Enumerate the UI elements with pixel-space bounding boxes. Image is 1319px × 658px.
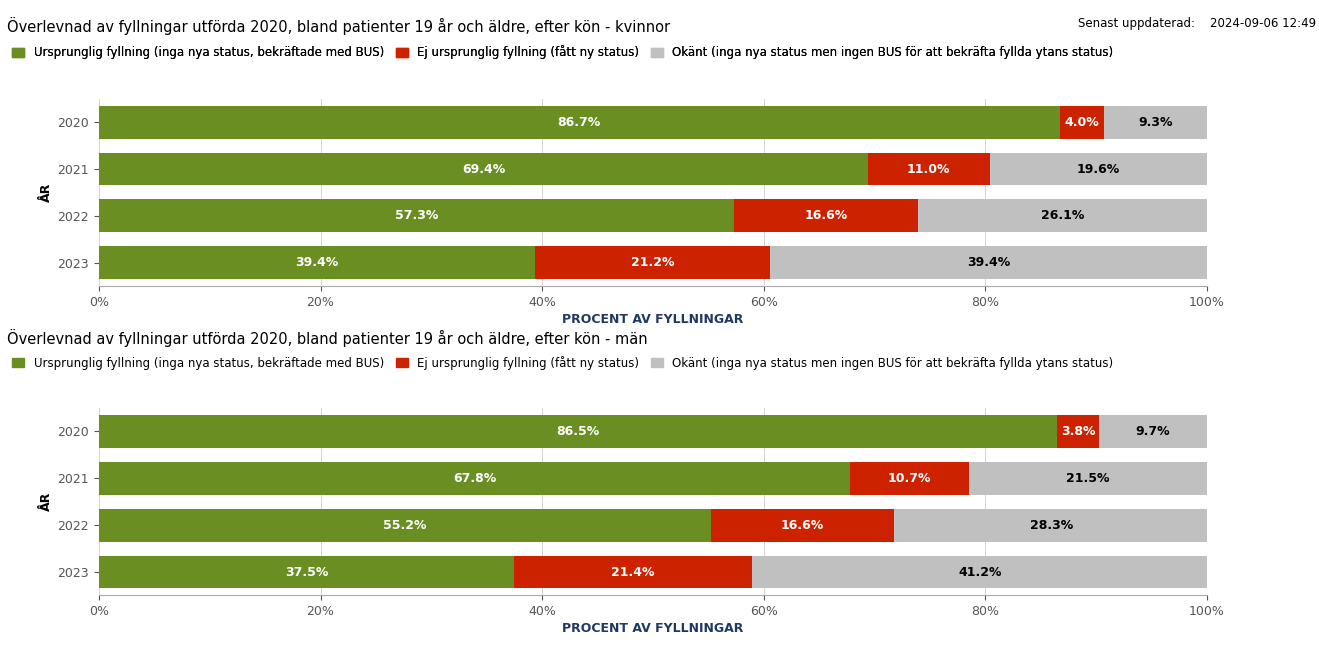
Text: 11.0%: 11.0% <box>907 163 951 176</box>
Bar <box>99 199 733 232</box>
Bar <box>536 246 770 279</box>
Text: 67.8%: 67.8% <box>452 472 496 485</box>
Text: 21.5%: 21.5% <box>1066 472 1109 485</box>
Legend: Ursprunglig fyllning (inga nya status, bekräftade med BUS), Ej ursprunglig fylln: Ursprunglig fyllning (inga nya status, b… <box>12 45 1113 59</box>
Text: 10.7%: 10.7% <box>888 472 931 485</box>
Bar <box>99 106 1059 139</box>
Text: 16.6%: 16.6% <box>805 209 847 222</box>
Bar <box>99 415 1058 448</box>
Bar <box>894 509 1208 542</box>
Text: 57.3%: 57.3% <box>394 209 438 222</box>
Text: Överlevnad av fyllningar utförda 2020, bland patienter 19 år och äldre, efter kö: Överlevnad av fyllningar utförda 2020, b… <box>7 17 670 35</box>
Bar <box>770 246 1207 279</box>
Text: Överlevnad av fyllningar utförda 2020, bland patienter 19 år och äldre, efter kö: Överlevnad av fyllningar utförda 2020, b… <box>7 329 648 347</box>
Bar <box>851 462 968 495</box>
Text: 28.3%: 28.3% <box>1030 519 1072 532</box>
Y-axis label: ÅR: ÅR <box>41 183 53 202</box>
Bar <box>1059 106 1104 139</box>
Text: 21.4%: 21.4% <box>611 565 654 578</box>
Text: 26.1%: 26.1% <box>1041 209 1084 222</box>
Text: 9.3%: 9.3% <box>1138 116 1173 129</box>
Text: 41.2%: 41.2% <box>958 565 1001 578</box>
Text: 86.7%: 86.7% <box>558 116 601 129</box>
Text: 37.5%: 37.5% <box>285 565 328 578</box>
Text: 19.6%: 19.6% <box>1076 163 1120 176</box>
Legend: Ursprunglig fyllning (inga nya status, bekräftade med BUS), Ej ursprunglig fylln: Ursprunglig fyllning (inga nya status, b… <box>12 356 1113 370</box>
Bar <box>1104 106 1207 139</box>
Text: 69.4%: 69.4% <box>462 163 505 176</box>
Bar <box>918 199 1207 232</box>
Bar <box>733 199 918 232</box>
Bar <box>968 462 1207 495</box>
Bar <box>752 555 1208 588</box>
Text: Senast uppdaterad:    2024-09-06 12:49: Senast uppdaterad: 2024-09-06 12:49 <box>1078 17 1316 30</box>
Text: 4.0%: 4.0% <box>1064 116 1099 129</box>
Bar <box>99 246 536 279</box>
Y-axis label: ÅR: ÅR <box>41 492 53 511</box>
Bar <box>868 153 989 186</box>
Text: 3.8%: 3.8% <box>1060 425 1096 438</box>
Bar <box>99 462 851 495</box>
Text: 39.4%: 39.4% <box>967 256 1010 269</box>
Text: 55.2%: 55.2% <box>383 519 426 532</box>
Bar <box>514 555 752 588</box>
Text: 16.6%: 16.6% <box>781 519 824 532</box>
Text: 86.5%: 86.5% <box>557 425 600 438</box>
Bar <box>99 509 711 542</box>
Bar <box>711 509 894 542</box>
Bar <box>989 153 1207 186</box>
Text: 9.7%: 9.7% <box>1136 425 1170 438</box>
Bar <box>99 153 868 186</box>
Bar <box>99 555 514 588</box>
Bar <box>1058 415 1100 448</box>
Text: 39.4%: 39.4% <box>295 256 339 269</box>
Bar <box>1100 415 1207 448</box>
X-axis label: PROCENT AV FYLLNINGAR: PROCENT AV FYLLNINGAR <box>562 622 744 636</box>
X-axis label: PROCENT AV FYLLNINGAR: PROCENT AV FYLLNINGAR <box>562 313 744 326</box>
Text: 21.2%: 21.2% <box>632 256 674 269</box>
